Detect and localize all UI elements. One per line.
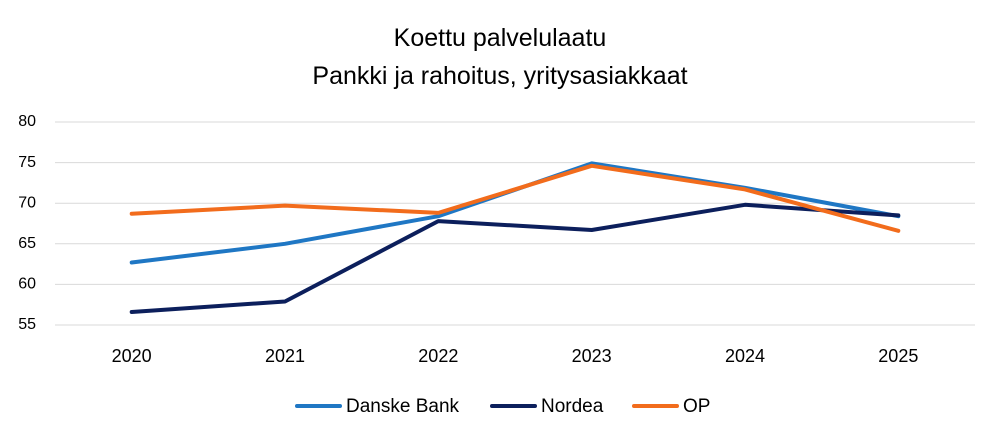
series-lines — [129, 161, 901, 314]
x-tick-label: 2022 — [418, 346, 458, 366]
legend: Danske Bank Nordea OP — [295, 396, 710, 417]
series-line-op — [129, 163, 901, 233]
legend-item-nordea: Nordea — [490, 396, 604, 417]
y-tick-label: 70 — [18, 194, 36, 211]
legend-item-danske-bank: Danske Bank — [295, 396, 460, 417]
chart-subtitle: Pankki ja rahoitus, yritysasiakkaat — [312, 62, 687, 90]
series-line-danske-bank — [129, 161, 901, 265]
y-tick-label: 55 — [18, 316, 36, 333]
y-tick-label: 60 — [18, 276, 36, 293]
y-tick-label: 65 — [18, 235, 36, 252]
legend-item-op: OP — [632, 396, 710, 417]
y-tick-label: 75 — [18, 154, 36, 171]
x-tick-label: 2024 — [725, 346, 765, 366]
chart-title: Koettu palvelulaatu — [394, 24, 607, 52]
x-axis-ticks: 2020 2021 2022 2023 2024 2025 — [112, 346, 919, 366]
y-tick-label: 80 — [18, 113, 36, 130]
series-line-nordea — [129, 202, 901, 314]
y-axis-ticks: 80 75 70 65 60 55 — [18, 113, 36, 333]
x-tick-label: 2023 — [572, 346, 612, 366]
legend-label: OP — [683, 396, 710, 417]
x-tick-label: 2021 — [265, 346, 305, 366]
x-tick-label: 2025 — [878, 346, 918, 366]
x-tick-label: 2020 — [112, 346, 152, 366]
gridlines — [55, 121, 975, 326]
legend-label: Nordea — [541, 396, 604, 417]
legend-label: Danske Bank — [346, 396, 460, 417]
